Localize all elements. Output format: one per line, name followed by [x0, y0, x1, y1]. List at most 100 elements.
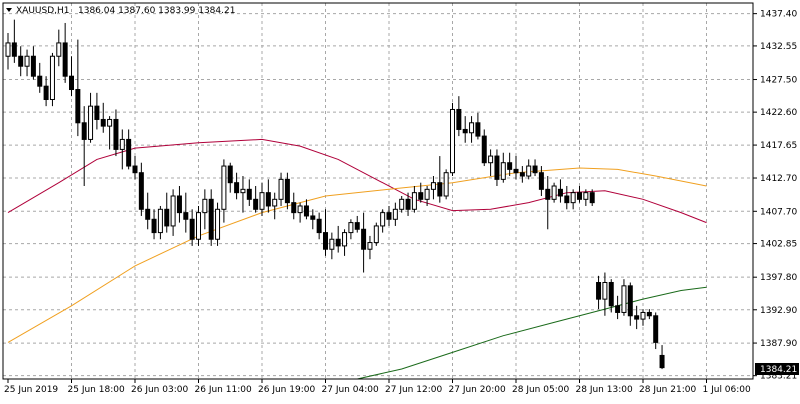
- y-tick-label: 1387.90: [760, 339, 797, 349]
- x-tick-label: 25 Jun 2019: [4, 385, 58, 395]
- candle: [634, 305, 640, 330]
- candle: [577, 186, 582, 203]
- moving-average-line: [357, 286, 707, 380]
- symbol-label: XAUUSD,H1: [16, 6, 70, 16]
- current-price-label: 1384.21: [760, 365, 797, 375]
- candle-body: [11, 42, 17, 57]
- candle-body: [399, 198, 405, 210]
- candle-body: [589, 192, 595, 204]
- candle: [221, 159, 227, 223]
- candle-body: [265, 192, 271, 207]
- candle-body: [113, 118, 119, 150]
- candle-body: [43, 85, 49, 100]
- candle-body: [488, 155, 494, 164]
- price-axis: 1437.40 1432.55 1427.50 1422.60 1417.65 1412.…: [753, 10, 797, 382]
- candle: [380, 209, 386, 233]
- candle-body: [450, 108, 455, 174]
- candle-body: [253, 198, 259, 210]
- y-tick-label: 1412.70: [760, 174, 797, 184]
- candle: [107, 116, 113, 150]
- candle-body: [469, 122, 475, 134]
- y-tick-label: 1422.60: [760, 108, 797, 118]
- candle: [443, 169, 449, 200]
- candle: [43, 76, 49, 107]
- candle-body: [430, 182, 436, 190]
- candle-body: [138, 172, 144, 210]
- chevron-down-icon[interactable]: [6, 8, 12, 12]
- candle: [615, 295, 621, 320]
- candle-body: [653, 315, 659, 343]
- candle-body: [621, 285, 627, 313]
- candle-body: [354, 222, 360, 230]
- candle-body: [570, 192, 576, 204]
- candle: [81, 106, 87, 187]
- y-tick-label: 1437.40: [760, 10, 797, 20]
- candle-body: [577, 192, 582, 200]
- candle: [392, 202, 398, 226]
- candle: [602, 272, 608, 316]
- candle: [418, 182, 424, 203]
- candle: [100, 102, 106, 133]
- y-tick-label: 1397.80: [760, 273, 797, 283]
- candle-body: [284, 178, 290, 204]
- candle: [437, 156, 443, 203]
- candle: [202, 189, 208, 230]
- candle: [653, 312, 659, 350]
- candle: [113, 109, 119, 157]
- candle-body: [126, 138, 132, 167]
- candle-body: [418, 192, 424, 200]
- candle-body: [119, 138, 125, 150]
- candle: [176, 186, 182, 223]
- candle-body: [24, 55, 30, 67]
- candle-body: [37, 75, 43, 87]
- candle: [564, 186, 570, 210]
- candle-body: [157, 208, 163, 234]
- candle-body: [615, 305, 621, 313]
- candle-body: [392, 208, 398, 220]
- candle: [583, 189, 589, 206]
- y-tick-label: 1402.85: [760, 240, 797, 250]
- moving-average-line: [7, 167, 707, 343]
- candle-body: [348, 222, 354, 234]
- candle: [456, 96, 462, 137]
- candle-body: [196, 212, 201, 240]
- candle: [88, 92, 94, 143]
- candle: [399, 195, 405, 213]
- candle: [596, 275, 602, 310]
- candle-body: [18, 55, 24, 67]
- candle-body: [5, 42, 11, 57]
- candle-body: [303, 205, 309, 217]
- candle: [157, 205, 163, 240]
- candle-body: [659, 354, 665, 369]
- candle: [342, 229, 348, 256]
- candle-body: [367, 242, 373, 250]
- candle-body: [545, 188, 551, 200]
- candle-body: [342, 232, 348, 247]
- candle: [37, 62, 43, 93]
- candle-body: [246, 188, 252, 200]
- candle: [469, 116, 475, 143]
- candle: [424, 186, 430, 206]
- candle-body: [170, 195, 176, 227]
- candle: [354, 215, 360, 233]
- candle-body: [94, 105, 100, 120]
- candle-body: [329, 238, 335, 250]
- y-tick-label: 1407.70: [760, 207, 797, 217]
- candle-body: [75, 89, 81, 124]
- candle-body: [538, 172, 544, 190]
- candle: [494, 149, 500, 187]
- candle-body: [443, 172, 449, 197]
- candle: [519, 166, 525, 183]
- candle: [56, 29, 62, 67]
- candle-body: [100, 118, 106, 127]
- candle: [234, 172, 240, 200]
- x-tick-label: 27 Jun 12:00: [385, 385, 442, 395]
- candle-body: [189, 218, 195, 240]
- current-price-marker: 1384.21: [755, 363, 799, 375]
- candle-body: [513, 168, 519, 174]
- candle-body: [202, 198, 208, 214]
- x-tick-label: 26 Jun 11:00: [195, 385, 252, 395]
- candle-body: [176, 195, 182, 214]
